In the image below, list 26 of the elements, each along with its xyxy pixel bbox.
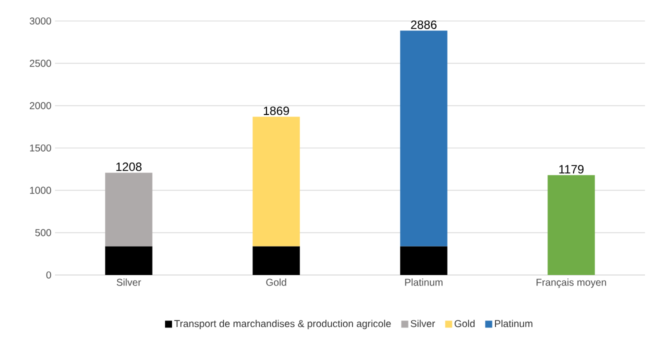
- legend-label: Silver: [410, 320, 436, 328]
- total-label: 1179: [559, 165, 584, 174]
- total-label: 1869: [264, 106, 289, 116]
- total-label: 1208: [116, 162, 142, 172]
- bar: [252, 116, 300, 246]
- bar: [548, 175, 595, 275]
- y-tick-label: 3000: [30, 17, 52, 25]
- bar: [400, 246, 448, 275]
- legend-label: Platinum: [495, 320, 532, 328]
- y-tick-label: 2000: [30, 102, 52, 110]
- legend-label: Gold: [454, 320, 475, 328]
- total-label: 2886: [411, 20, 437, 29]
- x-tick-label: Silver: [116, 278, 142, 286]
- bar: [105, 172, 152, 246]
- y-tick-label: 1000: [30, 186, 52, 194]
- bar: [252, 246, 300, 275]
- x-tick-label: Gold: [266, 278, 286, 286]
- legend-label: Transport de marchandises & production agricole: [174, 320, 391, 330]
- bar: [105, 246, 152, 275]
- x-tick-label: Platinum: [405, 278, 442, 286]
- y-tick-label: 0: [46, 271, 52, 279]
- x-tick-label: Français moyen: [536, 278, 606, 288]
- y-tick-label: 500: [35, 229, 52, 236]
- y-tick-label: 1500: [30, 144, 52, 152]
- y-tick-label: 2500: [30, 60, 52, 67]
- bar: [400, 30, 448, 246]
